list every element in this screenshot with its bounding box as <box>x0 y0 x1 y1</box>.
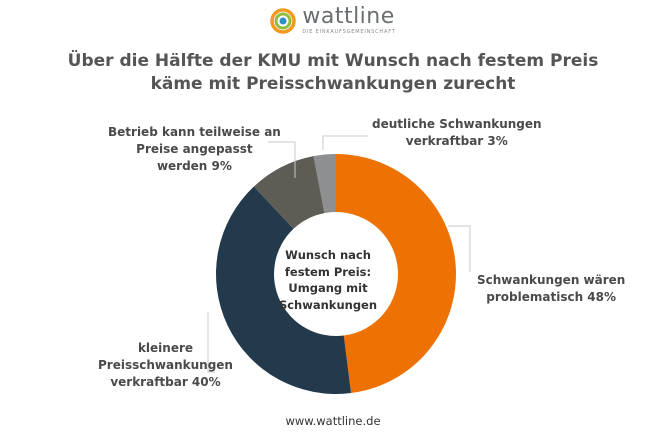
leader-line-betrieb-angepasst <box>268 141 296 178</box>
logo-subtitle: DIE EINKAUFSGEMEINSCHAFT <box>302 29 396 35</box>
leader-line-kleinere-preisschwankungen <box>207 312 215 373</box>
slice-label-line: Preise angepasst <box>136 142 253 156</box>
slice-label-deutliche-schwankungen: deutliche Schwankungen verkraftbar 3% <box>372 116 542 150</box>
slice-label-line: verkraftbar 3% <box>405 134 508 148</box>
footer-url: www.wattline.de <box>285 414 381 428</box>
chart-title-line: Über die Hälfte der KMU mit Wunsch nach … <box>67 51 599 71</box>
center-label-line: Schwankungen <box>278 297 378 312</box>
donut-center-label: Wunsch nach festem Preis: Umgang mit Sch… <box>276 247 380 313</box>
center-label-line: festem Preis: <box>284 264 372 279</box>
slice-label-line: Betrieb kann teilweise an <box>108 125 281 139</box>
slice-betrieb-angepasst <box>253 156 325 229</box>
slice-label-line: Schwankungen wären <box>477 273 626 287</box>
slice-deutliche-schwankungen <box>313 154 336 214</box>
center-label-line: Wunsch nach <box>285 248 371 262</box>
slice-kleinere-preisschwankungen <box>215 186 352 394</box>
logo-name: wattline <box>302 4 395 29</box>
slice-label-schwankungen-problematisch: Schwankungen wären problematisch 48% <box>477 272 625 306</box>
slice-label-line: werden 9% <box>156 159 232 173</box>
leader-line-deutliche-schwankungen <box>322 135 368 150</box>
slice-label-line: deutliche Schwankungen <box>372 117 542 131</box>
leader-line-schwankungen-problematisch <box>448 225 471 272</box>
chart-title: Über die Hälfte der KMU mit Wunsch nach … <box>0 50 666 96</box>
slice-label-line: verkraftbar 40% <box>110 375 221 389</box>
center-label-line: Umgang mit <box>288 281 368 295</box>
slice-schwankungen-problematisch <box>336 154 457 394</box>
slice-label-line: kleinere <box>137 341 194 355</box>
slice-label-kleinere-preisschwankungen: kleinere Preisschwankungen verkraftbar 4… <box>98 340 233 391</box>
logo: wattline DIE EINKAUFSGEMEINSCHAFT <box>0 6 666 35</box>
wattline-logo-icon <box>270 7 297 34</box>
slice-label-line: problematisch 48% <box>486 290 617 304</box>
slice-label-betrieb-angepasst: Betrieb kann teilweise an Preise angepas… <box>108 124 281 175</box>
chart-title-line: käme mit Preisschwankungen zurecht <box>150 74 516 94</box>
slice-label-line: Preisschwankungen <box>98 358 233 372</box>
